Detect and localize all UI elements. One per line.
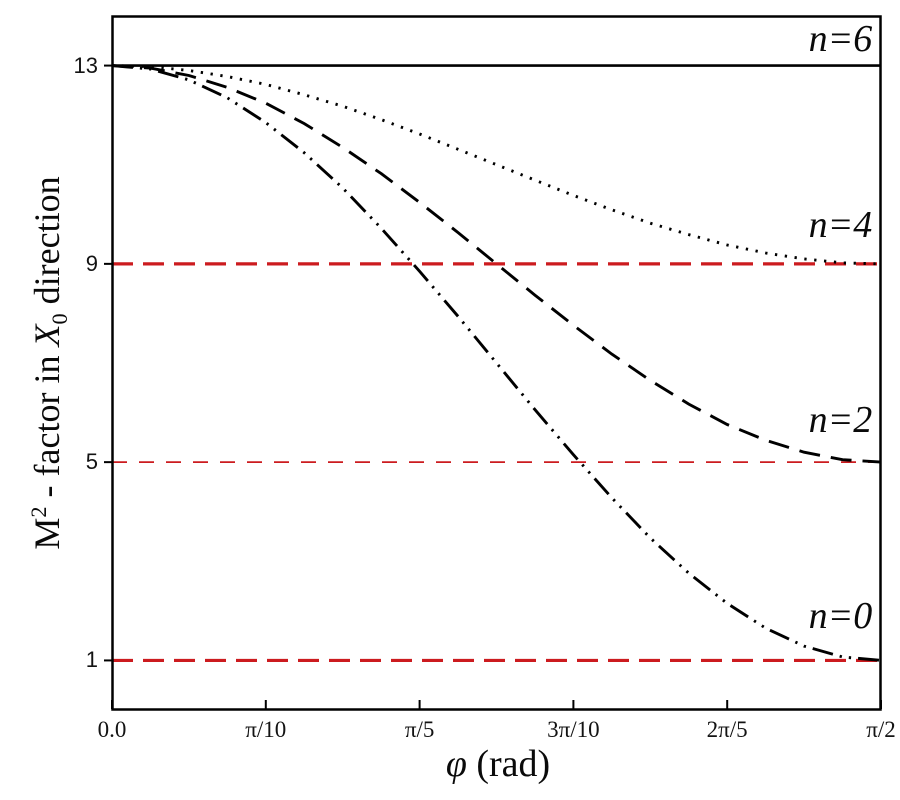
plot-frame [111, 15, 882, 711]
series-label-n4: n=4 [808, 203, 873, 246]
y-tick-label-3: 1 [85, 647, 98, 673]
x-tick-label-2: π/5 [404, 717, 435, 742]
series-label-n0: n=0 [808, 595, 873, 638]
y-tick-label-1: 9 [85, 250, 98, 276]
y-tick-label-2: 5 [85, 449, 98, 475]
series-label-n6: n=6 [808, 17, 873, 60]
x-axis-title-unit: (rad) [466, 743, 551, 785]
curve-n4 [111, 64, 882, 266]
y-axis-title: M2 - factor in X0 direction [26, 58, 76, 668]
curve-n2 [111, 64, 882, 464]
y-axis-title-subscript: 0 [47, 313, 73, 325]
x-tick-label-1: π/10 [245, 717, 287, 742]
x0-symbol: X [27, 324, 67, 347]
x-tick-label-5: π/2 [866, 717, 896, 742]
y-axis-title-end: direction [27, 176, 67, 314]
y-axis-title-superscript: 2 [26, 506, 51, 518]
x-tick-label-0: 0.0 [97, 717, 127, 742]
y-axis-title-base: M [27, 517, 67, 550]
curve-n0 [111, 64, 882, 662]
x-axis-title: φ (rad) [298, 742, 698, 786]
y-tick-label-0: 13 [73, 52, 98, 78]
x-tick-label-4: 2π/5 [706, 717, 748, 742]
phi-symbol: φ [445, 743, 467, 785]
y-axis-title-mid: - factor in [27, 346, 67, 507]
series-label-n2: n=2 [808, 399, 873, 442]
x-tick-label-3: 3π/10 [547, 717, 600, 742]
